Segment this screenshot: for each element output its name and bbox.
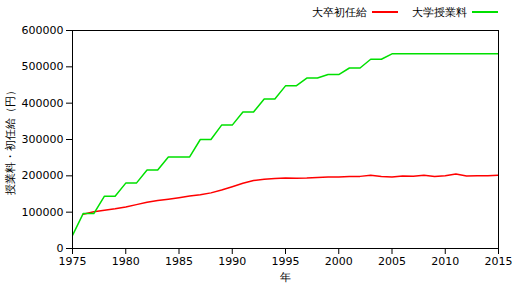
svg-text:1995: 1995 xyxy=(272,255,300,268)
svg-text:600000: 600000 xyxy=(22,24,64,37)
svg-text:授業料・初任給（円）: 授業料・初任給（円） xyxy=(4,85,17,195)
svg-text:2015: 2015 xyxy=(485,255,513,268)
svg-text:500000: 500000 xyxy=(22,60,64,73)
svg-text:0: 0 xyxy=(57,242,64,255)
svg-text:1980: 1980 xyxy=(112,255,140,268)
svg-text:200000: 200000 xyxy=(22,169,64,182)
svg-text:年: 年 xyxy=(280,271,291,284)
svg-text:300000: 300000 xyxy=(22,133,64,146)
svg-text:100000: 100000 xyxy=(22,206,64,219)
svg-text:1990: 1990 xyxy=(218,255,246,268)
svg-text:1985: 1985 xyxy=(165,255,193,268)
svg-text:2000: 2000 xyxy=(325,255,353,268)
html-text:大学授業料: 大学授業料 xyxy=(412,5,467,19)
svg-text:1975: 1975 xyxy=(59,255,87,268)
svg-text:2005: 2005 xyxy=(378,255,406,268)
html-text:大卒初任給: 大卒初任給 xyxy=(312,5,367,19)
svg-text:2010: 2010 xyxy=(431,255,459,268)
svg-text:400000: 400000 xyxy=(22,97,64,110)
